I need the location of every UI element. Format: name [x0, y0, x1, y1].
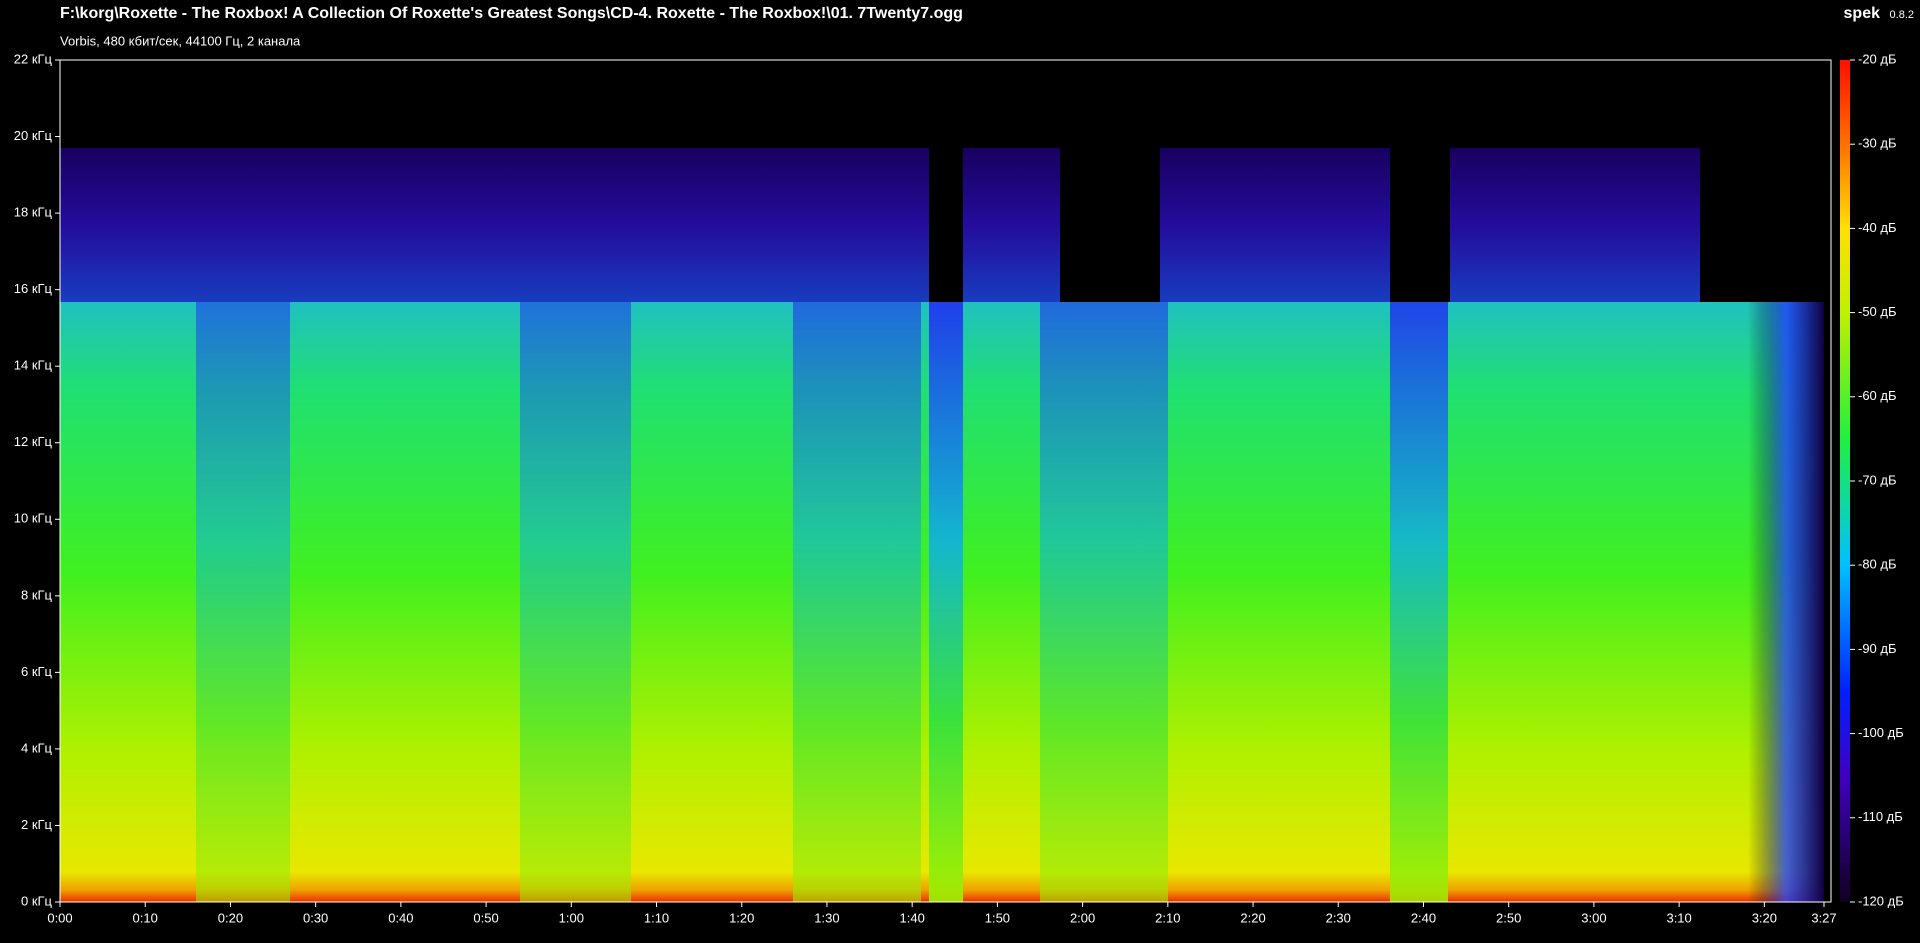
y-tick-label: 0 кГц: [21, 893, 53, 908]
y-tick-label: 14 кГц: [14, 358, 53, 373]
colorbar-tick-label: -30 дБ: [1858, 136, 1897, 151]
colorbar-tick-label: -40 дБ: [1858, 220, 1897, 235]
x-tick-label: 3:27: [1811, 910, 1836, 925]
x-tick-label: 0:10: [133, 910, 158, 925]
x-tick-label: 0:00: [47, 910, 72, 925]
x-tick-label: 2:50: [1496, 910, 1521, 925]
x-tick-label: 3:20: [1752, 910, 1777, 925]
colorbar-tick-label: -110 дБ: [1858, 809, 1903, 824]
y-tick-label: 8 кГц: [21, 587, 53, 602]
colorbar-tick-label: -70 дБ: [1858, 472, 1897, 487]
quiet-band: [929, 302, 963, 902]
app-name: spek: [1844, 5, 1881, 22]
y-tick-label: 22 кГц: [14, 51, 53, 66]
x-tick-label: 1:40: [900, 910, 925, 925]
x-tick-label: 0:20: [218, 910, 243, 925]
quiet-band: [1040, 302, 1168, 902]
x-tick-label: 3:10: [1666, 910, 1691, 925]
colorbar-tick-label: -120 дБ: [1858, 893, 1904, 908]
x-tick-label: 2:40: [1411, 910, 1436, 925]
quiet-band: [196, 302, 290, 902]
fade-out: [1748, 302, 1824, 902]
x-tick-label: 2:30: [1326, 910, 1351, 925]
x-tick-label: 1:20: [729, 910, 754, 925]
x-tick-label: 1:50: [985, 910, 1010, 925]
colorbar-tick-label: -90 дБ: [1858, 641, 1897, 656]
colorbar-tick-label: -100 дБ: [1858, 725, 1904, 740]
spectrogram: [60, 60, 1824, 902]
y-tick-label: 16 кГц: [14, 281, 53, 296]
x-tick-label: 2:00: [1070, 910, 1095, 925]
silent-top: [1060, 90, 1160, 302]
x-tick-label: 0:30: [303, 910, 328, 925]
x-tick-label: 1:00: [559, 910, 584, 925]
colorbar-tick-label: -60 дБ: [1858, 388, 1897, 403]
quiet-band: [520, 302, 631, 902]
y-tick-label: 6 кГц: [21, 664, 53, 679]
y-tick-label: 10 кГц: [14, 511, 53, 526]
app-version: 0.8.2: [1890, 9, 1914, 21]
plot-frame: [59, 59, 1832, 903]
y-tick-label: 4 кГц: [21, 740, 53, 755]
x-tick-label: 2:20: [1240, 910, 1265, 925]
colorbar-tick-label: -80 дБ: [1858, 557, 1897, 572]
quiet-band: [1390, 302, 1448, 902]
x-tick-label: 2:10: [1155, 910, 1180, 925]
y-tick-label: 18 кГц: [14, 205, 53, 220]
y-tick-label: 20 кГц: [14, 128, 53, 143]
file-info: Vorbis, 480 кбит/сек, 44100 Гц, 2 канала: [60, 33, 301, 48]
colorbar-tick-label: -20 дБ: [1858, 51, 1897, 66]
x-tick-label: 0:50: [473, 910, 498, 925]
silent-top: [929, 60, 963, 302]
file-title: F:\korg\Roxette - The Roxbox! A Collecti…: [60, 5, 963, 22]
x-tick-label: 1:30: [814, 910, 839, 925]
colorbar-tick-label: -50 дБ: [1858, 304, 1897, 319]
silent-top: [1390, 80, 1450, 302]
x-tick-label: 0:40: [388, 910, 413, 925]
x-tick-label: 1:10: [644, 910, 669, 925]
quiet-band: [793, 302, 921, 902]
y-tick-label: 2 кГц: [21, 817, 53, 832]
y-tick-label: 12 кГц: [14, 434, 53, 449]
silent-top: [1700, 90, 1824, 302]
color-bar: [1840, 60, 1850, 902]
x-tick-label: 3:00: [1581, 910, 1606, 925]
